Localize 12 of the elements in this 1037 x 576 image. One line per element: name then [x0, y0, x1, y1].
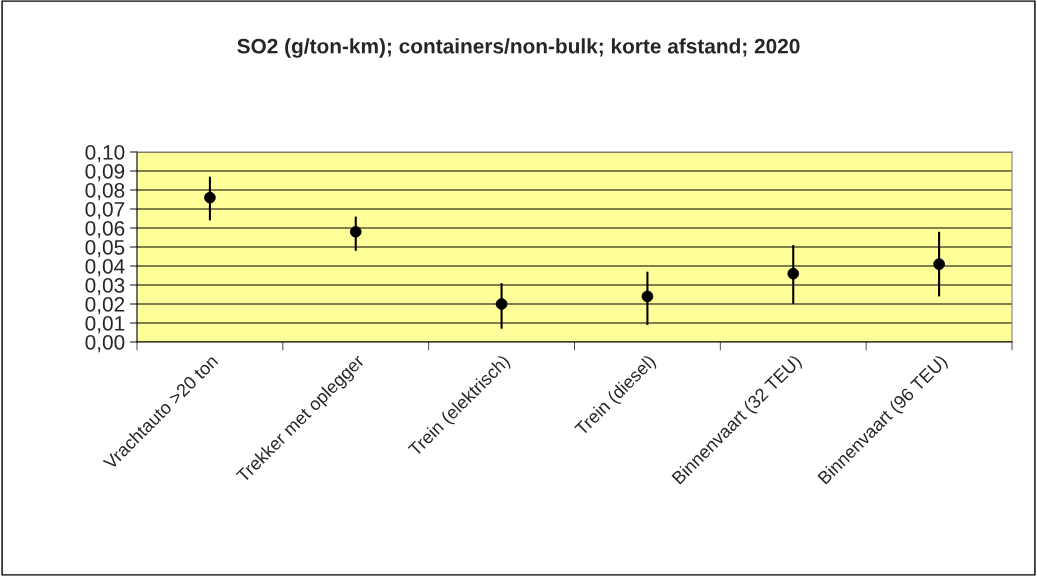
y-tick-label: 0,07	[85, 202, 125, 220]
y-tick-label: 0,09	[85, 164, 125, 182]
y-tick-label: 0,03	[85, 278, 125, 296]
chart-title: SO2 (g/ton-km); containers/non-bulk; korte afstand; 2020	[237, 38, 800, 58]
y-tick-label: 0,06	[85, 221, 125, 239]
y-tick-label: 0,04	[85, 259, 125, 277]
y-tick-label: 0,10	[85, 145, 125, 163]
y-tick-label: 0,00	[85, 335, 125, 353]
y-tick-label: 0,02	[85, 297, 125, 315]
y-tick-label: 0,08	[85, 183, 125, 201]
y-tick-label: 0,05	[85, 240, 125, 258]
y-tick-label: 0,01	[85, 316, 125, 334]
